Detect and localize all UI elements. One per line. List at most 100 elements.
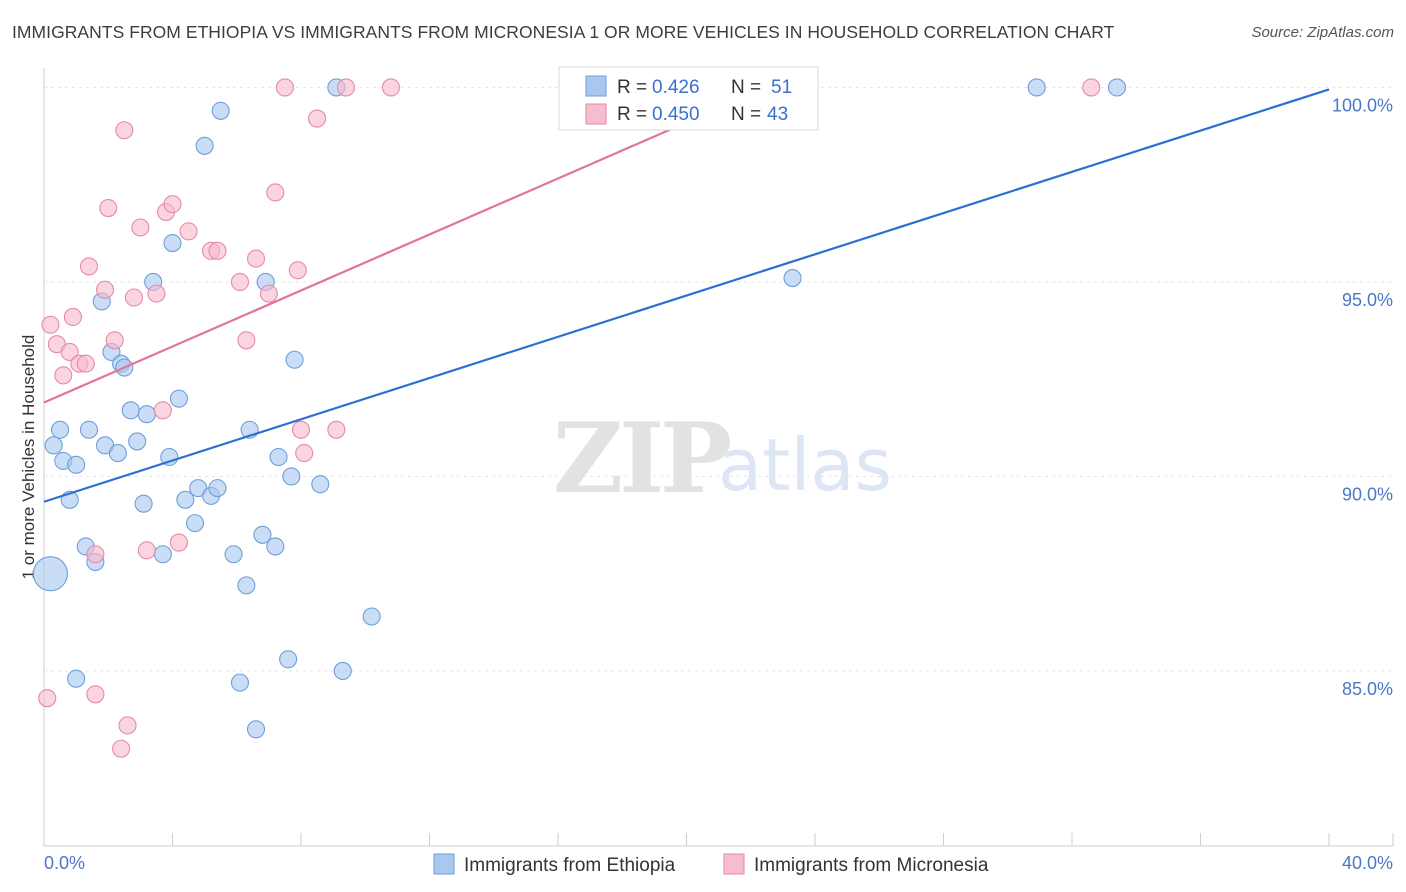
point-ethiopia — [51, 420, 70, 439]
point-micronesia — [54, 366, 73, 385]
chart-title: IMMIGRANTS FROM ETHIOPIA VS IMMIGRANTS F… — [12, 22, 1115, 42]
point-micronesia — [163, 195, 182, 214]
point-ethiopia — [169, 389, 188, 408]
point-ethiopia — [230, 673, 250, 692]
point-micronesia — [266, 183, 285, 202]
point-ethiopia — [32, 556, 68, 592]
point-micronesia — [115, 121, 134, 140]
point-ethiopia — [185, 514, 205, 533]
points-layer — [32, 78, 1127, 758]
point-micronesia — [79, 257, 99, 276]
point-micronesia — [131, 218, 150, 237]
point-ethiopia — [237, 576, 256, 595]
point-micronesia — [137, 541, 156, 560]
legend-box: R = 0.426 N = 51 R = 0.450 N = 43 — [558, 66, 819, 131]
legend-n-label-ethiopia: N = — [731, 77, 761, 98]
point-ethiopia — [44, 436, 63, 455]
point-ethiopia — [282, 467, 301, 486]
point-micronesia — [86, 685, 105, 704]
trendline-micronesia — [43, 86, 768, 404]
point-ethiopia — [311, 475, 330, 494]
legend-r-value-micronesia: 0.450 — [652, 104, 700, 125]
bottom-legend: Immigrants from Ethiopia Immigrants from… — [433, 853, 989, 876]
point-micronesia — [336, 78, 356, 97]
y-tick-label: 95.0% — [1342, 290, 1393, 310]
point-micronesia — [259, 284, 278, 303]
bottom-legend-swatch-ethiopia — [433, 853, 455, 875]
legend-n-label-micronesia: N = — [731, 104, 761, 125]
point-micronesia — [1082, 78, 1101, 97]
x-tick-label-min: 0.0% — [44, 853, 85, 873]
legend-r-label-ethiopia: R = — [617, 77, 647, 98]
chart-source: Source: ZipAtlas.com — [1251, 24, 1394, 41]
y-axis-label: 1 or more Vehicles in Household — [19, 335, 38, 580]
legend-n-value-micronesia: 43 — [767, 104, 788, 125]
x-tick-label-max: 40.0% — [1342, 853, 1393, 873]
point-ethiopia — [1107, 78, 1127, 97]
bottom-legend-label-micronesia: Immigrants from Micronesia — [754, 855, 989, 876]
point-micronesia — [381, 78, 401, 97]
x-tick-marks — [43, 833, 1394, 846]
legend-r-label-micronesia: R = — [617, 104, 647, 125]
point-micronesia — [291, 420, 311, 439]
point-ethiopia — [246, 720, 266, 739]
watermark-atlas: atlas — [718, 423, 892, 507]
point-micronesia — [237, 331, 256, 350]
point-micronesia — [288, 261, 307, 280]
point-micronesia — [99, 198, 118, 218]
point-micronesia — [153, 401, 172, 420]
point-ethiopia — [253, 525, 272, 544]
point-ethiopia — [128, 432, 147, 451]
point-ethiopia — [208, 479, 227, 498]
point-micronesia — [246, 249, 266, 268]
point-ethiopia — [163, 234, 182, 253]
point-ethiopia — [176, 490, 195, 509]
point-micronesia — [112, 739, 131, 758]
point-micronesia — [308, 109, 327, 128]
point-ethiopia — [121, 401, 140, 420]
y-tick-label: 85.0% — [1342, 679, 1393, 699]
point-micronesia — [295, 444, 314, 463]
point-micronesia — [169, 533, 188, 552]
point-ethiopia — [333, 661, 352, 681]
point-micronesia — [76, 354, 95, 373]
point-ethiopia — [266, 537, 285, 556]
point-ethiopia — [153, 545, 172, 564]
point-ethiopia — [783, 269, 802, 288]
point-micronesia — [118, 716, 137, 735]
point-micronesia — [275, 78, 294, 97]
point-micronesia — [63, 307, 82, 327]
point-micronesia — [60, 342, 79, 362]
point-ethiopia — [362, 607, 381, 626]
legend-swatch-ethiopia — [585, 75, 607, 97]
watermark: ZIP atlas — [553, 402, 892, 515]
point-ethiopia — [108, 444, 127, 463]
legend-r-value-ethiopia: 0.426 — [652, 77, 700, 98]
point-ethiopia — [67, 455, 86, 474]
bottom-legend-swatch-micronesia — [723, 853, 745, 875]
point-micronesia — [179, 222, 198, 241]
point-ethiopia — [279, 650, 298, 669]
point-micronesia — [124, 288, 143, 307]
point-ethiopia — [67, 669, 86, 688]
bottom-legend-label-ethiopia: Immigrants from Ethiopia — [464, 855, 676, 876]
point-micronesia — [208, 241, 227, 260]
point-ethiopia — [285, 350, 304, 369]
watermark-zip: ZIP — [553, 402, 730, 515]
y-tick-labels: 85.0% 90.0% 95.0% 100.0% — [1332, 95, 1393, 699]
point-micronesia — [327, 420, 346, 439]
point-ethiopia — [211, 101, 230, 120]
point-ethiopia — [79, 420, 99, 439]
trend-layer — [43, 86, 1330, 503]
point-ethiopia — [269, 447, 288, 467]
point-ethiopia — [134, 494, 153, 513]
point-micronesia — [95, 280, 115, 299]
point-ethiopia — [137, 405, 156, 424]
legend-swatch-micronesia — [585, 103, 607, 125]
point-micronesia — [86, 545, 105, 564]
point-ethiopia — [195, 136, 214, 155]
y-tick-label: 100.0% — [1332, 95, 1393, 115]
point-micronesia — [230, 272, 250, 292]
trendline-ethiopia — [43, 88, 1330, 503]
